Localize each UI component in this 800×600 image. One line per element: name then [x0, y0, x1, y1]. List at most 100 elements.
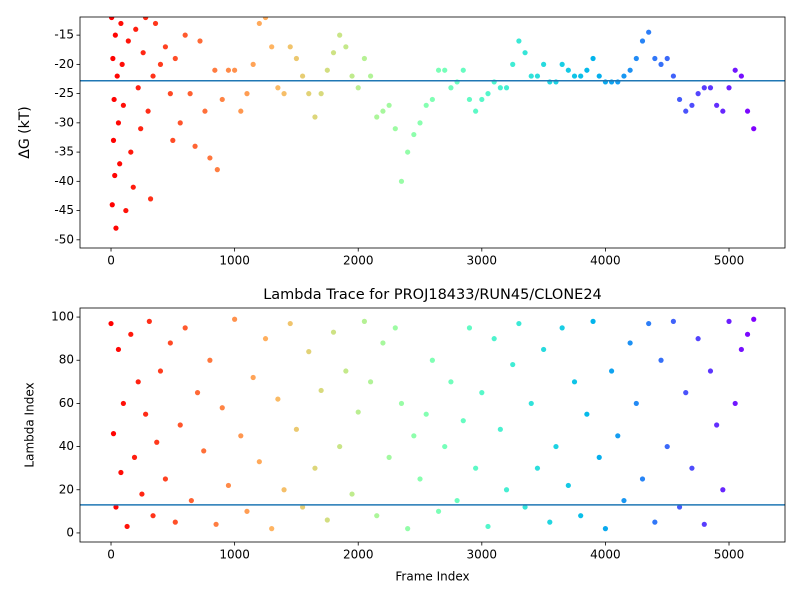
point: [182, 32, 188, 38]
point: [182, 325, 188, 331]
point: [652, 55, 658, 62]
point: [138, 126, 144, 132]
point: [125, 38, 131, 44]
point: [559, 325, 565, 331]
x-tick-label: 4000: [590, 254, 621, 268]
point: [565, 67, 571, 73]
point: [479, 96, 485, 103]
point: [214, 167, 220, 173]
point: [386, 454, 392, 460]
point: [411, 131, 417, 138]
point: [720, 108, 726, 114]
y-tick-label: 80: [59, 353, 74, 367]
point: [442, 443, 448, 450]
point: [707, 368, 714, 374]
point: [646, 320, 652, 327]
point: [355, 409, 361, 415]
point: [732, 67, 738, 73]
point: [150, 513, 156, 519]
point: [398, 178, 405, 184]
point: [516, 38, 522, 44]
point: [114, 73, 120, 79]
point: [152, 20, 159, 27]
point: [386, 102, 392, 108]
point: [113, 504, 119, 510]
point: [658, 61, 664, 67]
point: [460, 418, 466, 424]
point: [128, 149, 134, 155]
point: [162, 476, 169, 482]
y-tick-label: -35: [54, 145, 74, 159]
point: [738, 73, 744, 79]
point: [559, 61, 565, 67]
point: [343, 368, 349, 374]
point: [112, 32, 118, 38]
point: [473, 465, 479, 471]
point: [154, 439, 160, 445]
point: [683, 390, 689, 396]
point: [225, 482, 232, 489]
point: [367, 379, 374, 385]
point: [639, 476, 646, 482]
point: [602, 526, 609, 532]
point: [143, 17, 149, 21]
point: [202, 108, 208, 114]
point: [596, 73, 602, 79]
point: [584, 411, 590, 417]
point: [435, 508, 442, 514]
x-tick-label: 1000: [219, 254, 250, 268]
point: [192, 143, 198, 149]
x-tick-label: 2000: [343, 548, 374, 562]
point: [744, 331, 751, 337]
point: [128, 331, 134, 337]
point: [541, 61, 547, 67]
point: [646, 29, 652, 35]
point: [380, 340, 386, 346]
point: [516, 320, 522, 327]
point: [318, 91, 324, 97]
point: [497, 426, 503, 432]
point: [392, 325, 398, 331]
point: [256, 20, 262, 27]
point: [615, 433, 621, 439]
point: [627, 67, 633, 73]
point: [187, 91, 193, 97]
point: [281, 487, 287, 493]
y-tick-label: -15: [54, 28, 74, 42]
point: [135, 85, 141, 91]
point: [633, 400, 639, 407]
point: [726, 318, 732, 324]
point: [130, 184, 136, 190]
point: [157, 368, 164, 374]
point: [565, 482, 571, 489]
point: [250, 61, 256, 67]
point: [219, 96, 225, 103]
point: [571, 73, 578, 79]
point: [177, 422, 183, 428]
point: [528, 400, 534, 407]
y-tick-label: 100: [51, 310, 74, 324]
point: [124, 523, 130, 530]
point: [172, 519, 178, 525]
point: [405, 526, 411, 532]
point: [695, 91, 701, 97]
point: [349, 491, 355, 497]
point: [167, 340, 173, 346]
point: [485, 523, 491, 530]
point: [213, 521, 219, 527]
point: [306, 349, 312, 355]
point: [522, 50, 528, 56]
point: [188, 497, 194, 504]
x-tick-label: 2000: [343, 254, 374, 268]
point: [111, 96, 117, 103]
point: [405, 149, 411, 155]
point: [343, 44, 349, 50]
point: [250, 374, 256, 381]
point: [417, 476, 423, 482]
x-tick-label: 1000: [219, 548, 250, 562]
point: [115, 346, 122, 353]
point: [118, 20, 124, 27]
point: [714, 102, 720, 108]
point: [293, 55, 300, 62]
